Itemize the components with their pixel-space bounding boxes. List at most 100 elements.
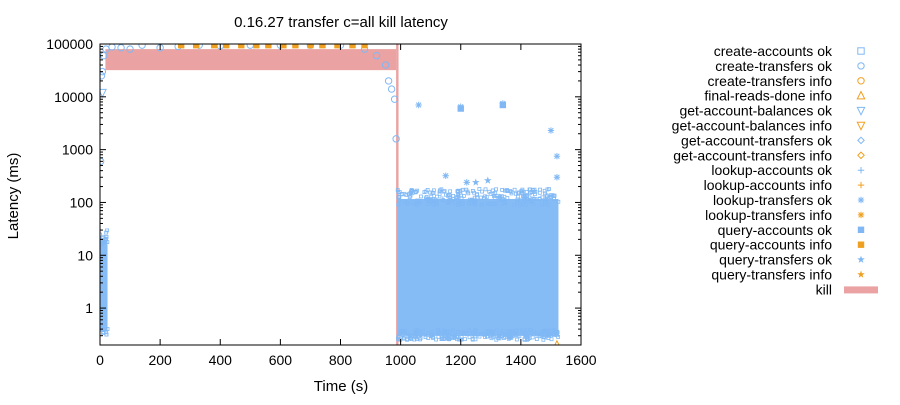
series-12 (457, 101, 507, 112)
data-point (484, 176, 492, 184)
data-point (246, 44, 255, 49)
legend-label: query-accounts ok (718, 222, 833, 238)
dense-point-cloud (100, 228, 110, 337)
data-point (349, 44, 356, 49)
legend-label: lookup-transfers ok (713, 192, 833, 208)
data-point (138, 44, 146, 49)
legend-marker (857, 241, 865, 248)
legend-label: query-transfers info (711, 267, 832, 283)
legend-label: final-reads-done info (704, 88, 832, 104)
data-point (392, 135, 400, 143)
data-point (100, 88, 107, 98)
y-tick-label: 100 (70, 194, 94, 210)
legend-label: lookup-accounts info (704, 177, 833, 193)
data-point (442, 172, 449, 179)
legend-marker (844, 286, 878, 294)
legend-marker (857, 255, 865, 263)
data-point (292, 44, 299, 49)
data-point (553, 174, 561, 181)
data-point (193, 44, 200, 49)
series-4 (100, 88, 107, 98)
plot-area (100, 44, 561, 345)
kill-interval (105, 49, 397, 71)
y-tick-label: 10 (77, 247, 93, 263)
data-point (463, 179, 470, 186)
data-point (547, 127, 555, 134)
data-point (334, 44, 341, 49)
legend-marker (857, 226, 865, 233)
legend-marker (857, 167, 865, 174)
x-tick-label: 1600 (565, 352, 596, 368)
data-point (384, 77, 393, 85)
series-13 (177, 44, 368, 49)
legend-marker (857, 181, 865, 189)
data-point (108, 44, 116, 51)
plot-marks (100, 44, 561, 345)
data-point (280, 44, 287, 49)
x-tick-label: 1200 (445, 352, 476, 368)
data-point (238, 44, 245, 49)
x-tick-label: 800 (329, 352, 353, 368)
y-tick-label: 1000 (62, 142, 93, 158)
series-10 (415, 100, 561, 186)
legend-label: get-account-transfers ok (681, 132, 833, 148)
x-tick-label: 1000 (385, 352, 416, 368)
legend-label: lookup-transfers info (705, 207, 832, 223)
y-tick-label: 1 (85, 300, 93, 316)
data-point (553, 153, 561, 160)
x-tick-label: 600 (269, 352, 293, 368)
legend-label: lookup-accounts ok (711, 162, 833, 178)
legend-marker (857, 62, 865, 70)
data-point (223, 44, 230, 49)
y-axis-label: Latency (ms) (5, 153, 22, 240)
data-point (499, 101, 507, 109)
legend-marker (857, 77, 865, 85)
series-14 (471, 176, 492, 186)
x-tick-label: 1400 (505, 352, 536, 368)
legend-label: get-account-transfers info (673, 147, 832, 163)
legend-marker (857, 270, 865, 278)
legend-label: create-transfers ok (715, 58, 833, 74)
legend-marker (857, 196, 865, 204)
data-point (177, 44, 185, 49)
data-point (117, 44, 125, 52)
legend-marker (856, 106, 866, 116)
y-tick-label: 100000 (46, 36, 93, 52)
legend-label: kill (816, 281, 832, 297)
axes: 0 200 400 600 800 1000 1200 1400 1600 1 10 100 1000 1… (46, 36, 596, 368)
data-point (319, 44, 326, 49)
data-point (211, 44, 218, 49)
data-point (387, 85, 396, 93)
data-point (100, 67, 107, 76)
data-point (265, 44, 272, 49)
legend-label: create-accounts ok (714, 43, 833, 59)
data-point (126, 45, 134, 53)
legend-label: query-accounts info (710, 237, 832, 253)
data-point (457, 105, 464, 112)
legend-label: create-transfers info (708, 73, 833, 89)
data-point (390, 95, 399, 103)
legend-marker (856, 121, 866, 131)
data-point (361, 44, 368, 49)
data-point (253, 44, 260, 49)
data-point (372, 52, 381, 60)
data-point (307, 44, 314, 49)
data-point (415, 101, 422, 109)
legend-marker (857, 136, 865, 145)
legend-label: get-account-balances ok (679, 103, 833, 119)
legend-marker (857, 151, 865, 160)
legend-label: get-account-balances info (672, 118, 833, 134)
dense-point-cloud (395, 187, 561, 342)
x-tick-label: 400 (209, 352, 233, 368)
legend-marker (856, 90, 866, 100)
data-point (471, 178, 480, 186)
data-point (381, 61, 390, 69)
chart-title: 0.16.27 transfer c=all kill latency (234, 14, 448, 31)
x-tick-label: 200 (148, 352, 172, 368)
legend-marker (857, 211, 865, 219)
x-tick-label: 0 (96, 352, 104, 368)
legend-marker (857, 47, 865, 55)
legend-label: query-transfers ok (719, 252, 833, 268)
